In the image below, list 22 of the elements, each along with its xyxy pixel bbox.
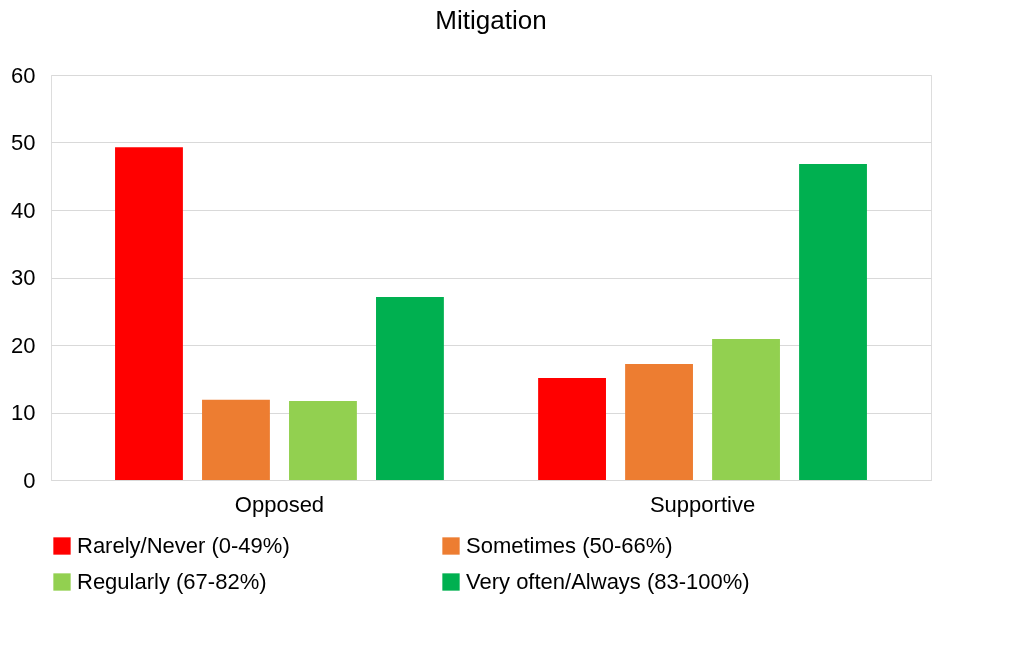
chart-title: Mitigation xyxy=(435,5,547,35)
y-tick-label: 40 xyxy=(11,197,36,223)
y-tick-label: 0 xyxy=(23,467,36,493)
bar xyxy=(799,164,867,480)
bar xyxy=(376,297,444,480)
bar xyxy=(202,399,270,480)
x-tick-label: Supportive xyxy=(649,491,756,517)
bar xyxy=(115,147,183,480)
bar xyxy=(712,338,780,480)
legend-label: Rarely/Never (0-49%) xyxy=(77,533,290,558)
bar xyxy=(538,378,606,480)
y-tick-label: 50 xyxy=(11,130,36,155)
bar xyxy=(289,401,357,480)
y-tick-label: 10 xyxy=(11,400,36,425)
bar xyxy=(625,363,693,480)
y-tick-label: 30 xyxy=(11,265,36,290)
legend-label: Very often/Always (83-100%) xyxy=(466,569,750,594)
y-tick-label: 20 xyxy=(11,332,36,358)
legend-label: Regularly (67-82%) xyxy=(77,569,267,594)
y-tick-label: 60 xyxy=(11,62,36,88)
x-tick-label: Opposed xyxy=(234,491,325,517)
legend-label: Sometimes (50-66%) xyxy=(466,533,673,558)
